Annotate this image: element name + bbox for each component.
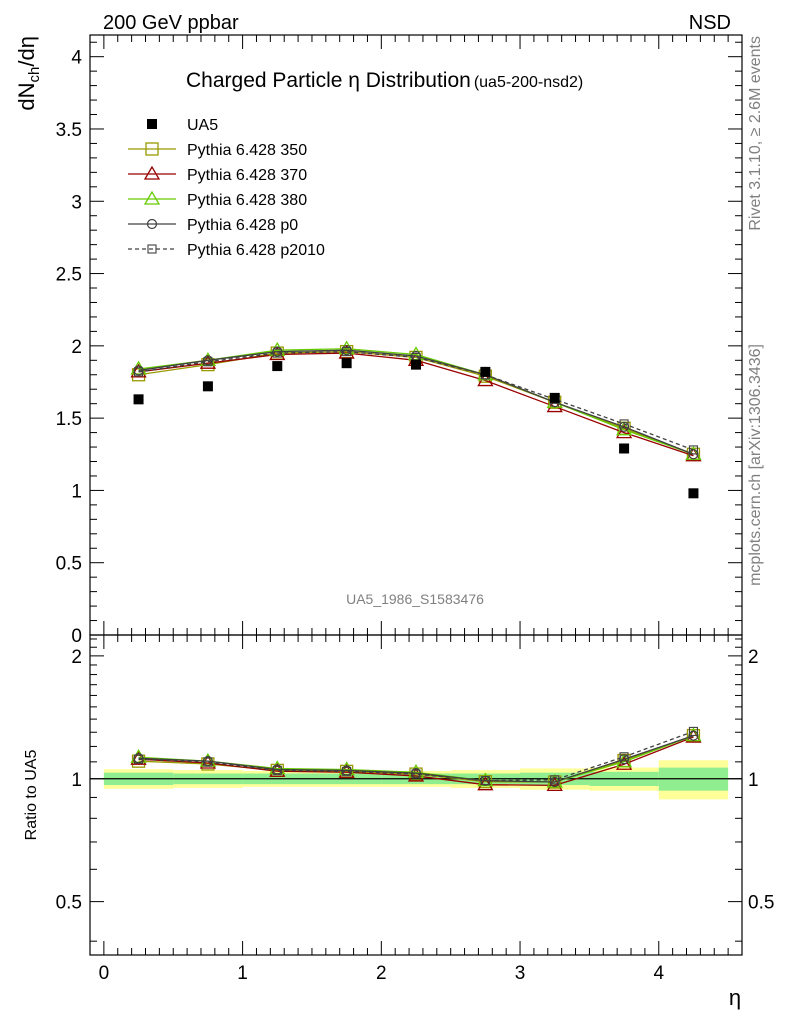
y-ratio-tick-label: 2 [71,647,82,668]
legend-series-5-label: Pythia 6.428 p2010 [187,242,325,259]
legend-ua5-marker [147,119,157,129]
legend-series-4-label: Pythia 6.428 p0 [187,217,298,234]
ua5-data-point [341,358,352,369]
y-ratio-tick-label: 1 [71,770,82,791]
series-5-ratio-point [203,757,213,767]
axis-ticks: 0 1 2 3 4 0 0.5 1 1.5 2 2.5 3 3.5 4 0.5 0.5 1 1 2 2 [56,35,774,984]
chart-title-text: Charged Particle η Distribution [186,69,471,92]
ua5-data-point [133,394,144,405]
ua5-data-point [549,392,560,403]
legend-series-1-label: Pythia 6.428 350 [187,142,307,159]
y-main-tick-label: 4 [71,48,82,69]
rivet-label: Rivet 3.1.10, ≥ 2.6M events [747,36,764,231]
series-5-ratio-point [411,769,421,779]
legend-ua5-label: UA5 [187,117,218,134]
series-5-main-point [342,347,352,357]
data-points [133,358,699,499]
ratio-uncertainty-bands [90,760,742,800]
y-main-tick-label: 2 [71,337,82,358]
series-5-main-point [203,357,213,367]
chart-subtitle: (ua5-200-nsd2) [474,74,583,91]
x-tick-label: 1 [237,963,248,984]
ua5-data-point [480,366,491,377]
series-4-ratio-line [138,734,694,783]
header-right: NSD [689,12,731,34]
legend-series-4-marker [146,218,158,230]
series-5-ratio-point [688,726,698,736]
x-tick-label: 2 [376,963,387,984]
legend: UA5 Pythia 6.428 350 Pythia 6.428 370 Pythi… [128,117,325,259]
x-axis-label: η [729,985,741,1010]
x-tick-label: 4 [653,963,664,984]
series-5-ratio-point [342,766,352,776]
ua5-data-point [272,361,283,372]
legend-series-2-marker [143,165,161,180]
series-5-ratio-point [550,775,560,785]
y-main-tick-label: 1.5 [56,409,82,430]
series-4-main-line [138,349,694,455]
y-main-tick-label: 3.5 [56,120,82,141]
series-2-ratio-point [685,728,702,743]
legend-series-3-label: Pythia 6.428 380 [187,192,307,209]
series-5-main-point [619,419,629,429]
y-ratio-tick-label-right: 0.5 [748,893,774,914]
series-5-main-line [138,350,694,451]
y-ratio-tick-label: 0.5 [56,893,82,914]
series-2-ratio-line [138,736,694,787]
mcplots-label: mcplots.cern.ch [arXiv:1306.3436] [747,344,764,586]
series-5-ratio-point [272,765,282,775]
legend-series-2-label: Pythia 6.428 370 [187,167,307,184]
series-lines [130,340,702,792]
y-main-tick-label: 0.5 [56,554,82,575]
chart-title: Charged Particle η Distribution (ua5-200-… [186,69,583,92]
series-5-main-point [134,367,144,377]
y-main-tick-label: 1 [71,481,82,502]
x-tick-label: 0 [99,963,110,984]
ratio-y-axis-label: Ratio to UA5 [23,750,40,841]
legend-series-1-marker [145,142,159,156]
series-2-main-point [685,447,702,462]
main-y-axis-label: dNch/dη [14,36,43,111]
legend-series-5-marker [147,244,157,254]
header-left: 200 GeV ppbar [103,12,239,34]
series-5-ratio-point [134,754,144,764]
y-ratio-tick-label-right: 1 [748,770,759,791]
series-5-main-point [272,348,282,358]
x-tick-label: 3 [515,963,526,984]
ua5-data-point [411,359,421,370]
y-main-tick-label: 0 [71,626,82,647]
analysis-label: UA5_1986_S1583476 [346,591,484,607]
series-5-ratio-point [480,776,490,786]
ua5-data-point [688,488,699,499]
ratio-panel-frame [89,634,743,956]
y-main-tick-label: 3 [71,192,82,213]
series-5-ratio-line [138,730,694,782]
series-5-main-point [688,445,698,455]
y-main-tick-label: 2.5 [56,265,82,286]
ua5-data-point [202,381,213,392]
legend-series-3-marker [143,190,161,205]
series-5-ratio-point [619,752,629,762]
ua5-data-point [619,443,630,454]
y-ratio-tick-label-right: 2 [748,647,759,668]
